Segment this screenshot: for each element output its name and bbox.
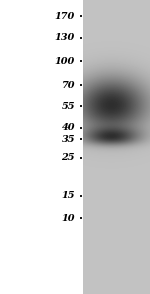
Text: 25: 25 <box>61 153 75 162</box>
Text: 40: 40 <box>61 123 75 132</box>
Text: 15: 15 <box>61 191 75 200</box>
Text: 170: 170 <box>55 12 75 21</box>
Text: 100: 100 <box>55 57 75 66</box>
Text: 35: 35 <box>61 135 75 144</box>
Text: 70: 70 <box>61 81 75 90</box>
Text: 55: 55 <box>61 102 75 111</box>
Text: 130: 130 <box>55 33 75 42</box>
Text: 10: 10 <box>61 214 75 223</box>
FancyBboxPatch shape <box>0 0 83 294</box>
